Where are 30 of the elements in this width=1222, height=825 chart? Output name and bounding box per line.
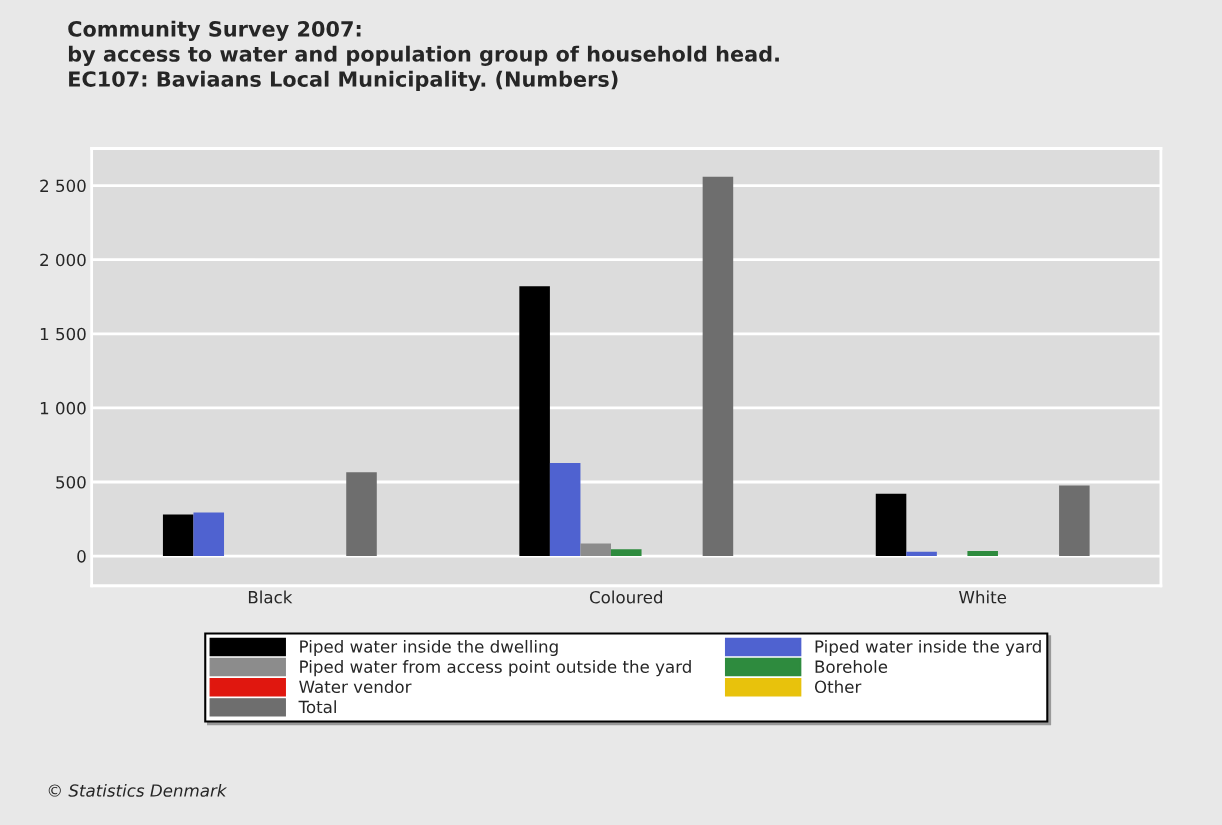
bar — [549, 462, 581, 557]
x-tick-label: Black — [248, 590, 293, 604]
legend-label: Other — [814, 680, 862, 694]
bar — [162, 514, 194, 557]
bar — [875, 493, 907, 557]
legend-label: Water vendor — [299, 680, 412, 694]
legend-label: Piped water inside the dwelling — [300, 639, 558, 657]
bar — [346, 472, 377, 557]
bar — [519, 286, 550, 557]
bar — [580, 543, 611, 557]
bar — [702, 176, 734, 557]
chart-title: Community Survey 2007: by access to water and population group of household head. EC107: Baviaans Local Municipality. (Numbers) — [68, 20, 779, 92]
bar — [193, 512, 225, 557]
legend-label: Borehole — [815, 660, 888, 673]
y-tick-label: 1 500 — [40, 327, 86, 341]
legend-label: Total — [298, 700, 336, 714]
x-tick-label: White — [959, 590, 1007, 604]
legend-label: Piped water inside the yard — [815, 639, 1041, 657]
bar — [906, 551, 937, 557]
y-tick-label: 500 — [56, 475, 86, 489]
legend-label: Piped water from access point outside the yard — [300, 660, 691, 677]
bar — [611, 549, 642, 557]
x-tick-label: Coloured — [589, 590, 663, 604]
y-tick-label: 2 000 — [40, 253, 86, 267]
y-tick-label: 0 — [77, 550, 86, 563]
bar — [967, 550, 998, 557]
text: © Statistics Denmark — [48, 783, 228, 797]
bar — [1059, 485, 1090, 557]
y-tick-label: 2 500 — [40, 179, 86, 193]
y-tick-label: 1 000 — [40, 401, 86, 415]
